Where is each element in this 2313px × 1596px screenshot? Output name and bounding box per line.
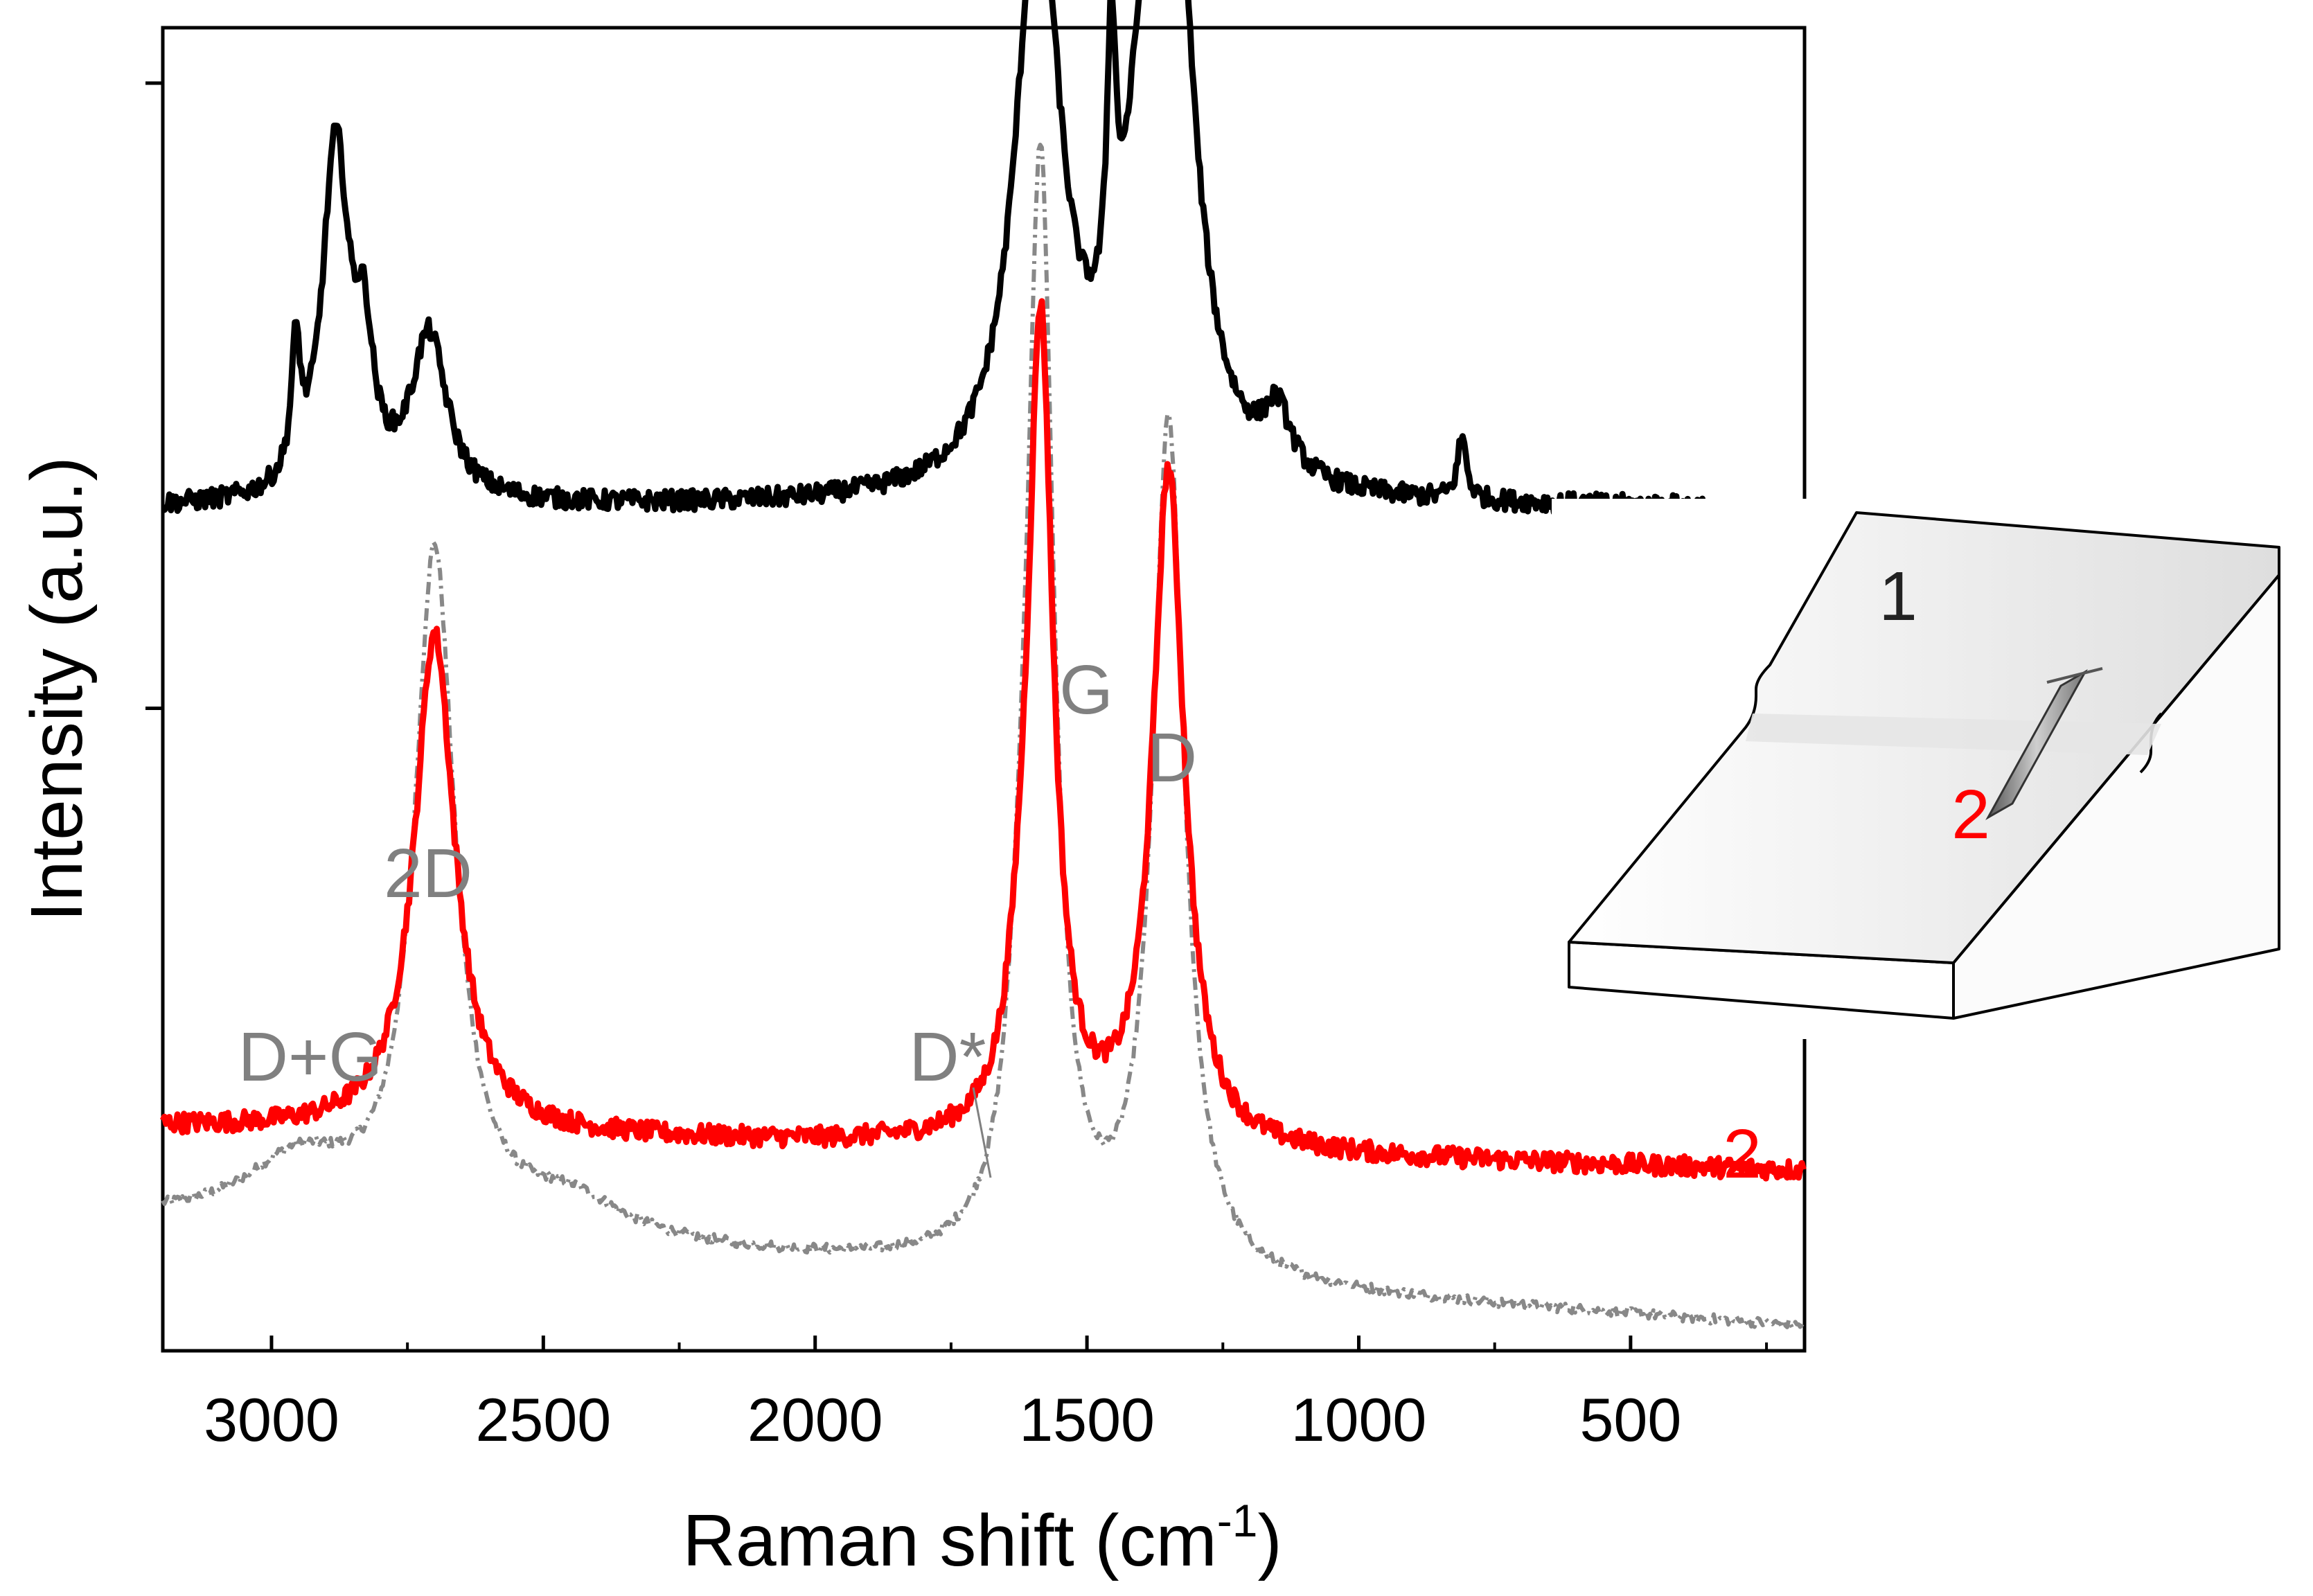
x-tick-label-1000: 1000 [1291, 1385, 1427, 1454]
annotation-D-star: D* [909, 1018, 986, 1096]
x-tick-label-2000: 2000 [747, 1385, 883, 1454]
series-line-2 [159, 298, 1807, 1182]
x-axis-label-sup: -1 [1217, 1495, 1258, 1546]
x-tick-label-1500: 1500 [1019, 1385, 1155, 1454]
annotation-D-star-pointer [972, 1087, 992, 1178]
inset-schematic: 1 2 [1552, 499, 2307, 1039]
x-tick-label-500: 500 [1579, 1385, 1681, 1454]
annotation-D: D [1147, 719, 1197, 797]
axis-ticks [145, 81, 1769, 1351]
x-axis-label: Raman shift (cm-1) [682, 1495, 1282, 1581]
series-line-reference [161, 143, 1806, 1331]
series-line-1 [161, 0, 1709, 518]
y-axis-label: Intensity (a.u.) [16, 456, 98, 922]
annotation-D+G: D+G [238, 1018, 382, 1096]
annotation-2D: 2D [384, 835, 472, 912]
inset-label-1: 1 [1879, 558, 1917, 635]
series-layer [159, 0, 1807, 1331]
x-tick-label-3000: 3000 [204, 1385, 339, 1454]
fiber-tube [1985, 669, 2088, 820]
series-label-2: 2 [1723, 1115, 1762, 1193]
inset-label-2: 2 [1951, 776, 1990, 853]
x-axis-label-main: Raman shift (cm [682, 1500, 1217, 1581]
x-tick-label-2500: 2500 [475, 1385, 611, 1454]
x-tick-labels: 3000 2500 2000 1500 1000 500 [204, 1385, 1681, 1454]
x-axis-label-close: ) [1257, 1500, 1282, 1581]
annotation-G: G [1059, 651, 1113, 729]
fiber-edge [2046, 667, 2103, 684]
